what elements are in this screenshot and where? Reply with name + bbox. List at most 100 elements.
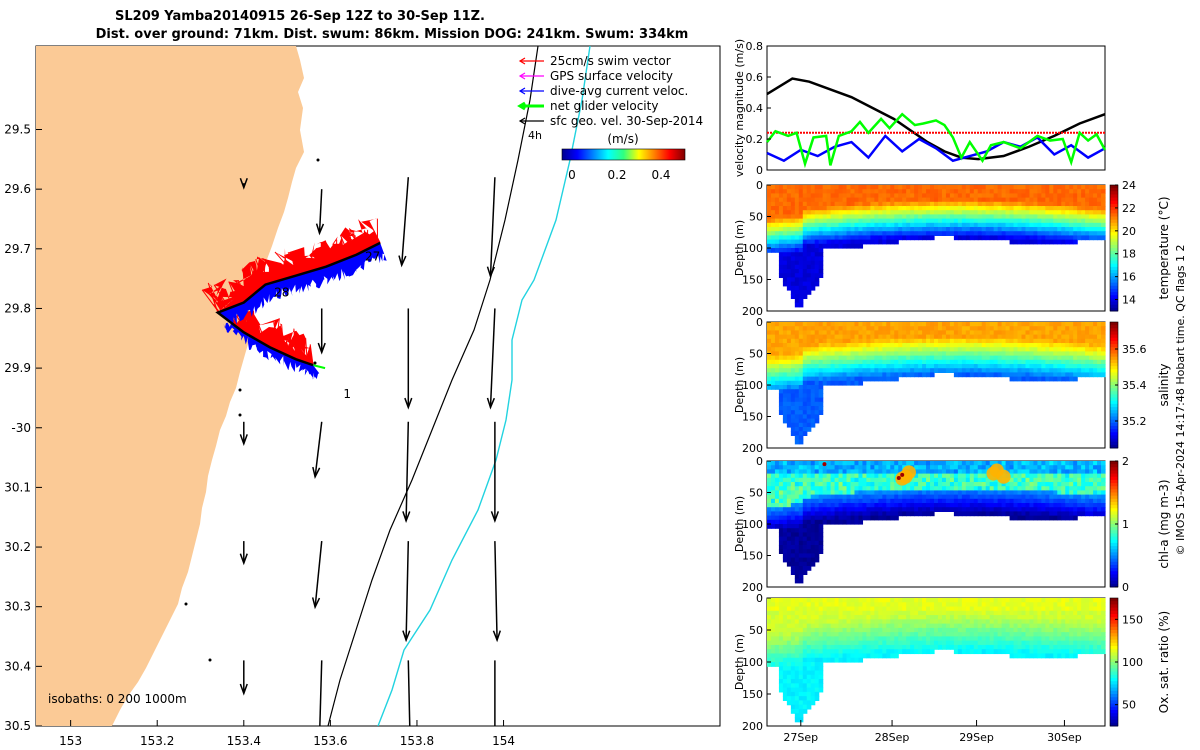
chlorophyll-cell (802, 461, 808, 466)
temperature-cell (1037, 239, 1042, 245)
oxygen-cell (858, 640, 864, 646)
oxygen-cell (806, 670, 812, 676)
salinity-cell (1029, 372, 1035, 378)
chlorophyll-cell (930, 494, 935, 500)
oxygen-cell (902, 602, 907, 608)
chlorophyll-cell (937, 494, 943, 500)
temperature-cell (993, 206, 999, 211)
temperature-cell (870, 197, 875, 203)
salinity-cell (806, 343, 812, 348)
salinity-cell (898, 368, 903, 373)
temperature-cell (1089, 201, 1094, 207)
chlorophyll-cell (1021, 473, 1027, 479)
salinity-cell (790, 410, 796, 415)
temperature-cell (906, 235, 911, 241)
temperature-cell (794, 294, 800, 299)
salinity-colorbar-step (1110, 441, 1118, 446)
salinity-cell (1097, 359, 1102, 365)
salinity-cell (822, 364, 828, 369)
salinity-cell (886, 376, 891, 382)
salinity-cell (802, 338, 808, 344)
salinity-cell (806, 334, 812, 340)
temperature-cell (1025, 206, 1031, 211)
chlorophyll-cell (822, 477, 828, 483)
temperature-cell (1097, 185, 1102, 190)
temperature-cell (782, 281, 788, 287)
temperature-cell (846, 210, 852, 215)
salinity-cell (969, 364, 975, 369)
temperature-cell (770, 197, 776, 203)
salinity-cell (941, 322, 947, 327)
oxygen-cell (798, 615, 804, 620)
map-y-tick-label: 30.1 (4, 480, 31, 494)
oxygen-cell (798, 606, 804, 612)
oxygen-cell (770, 644, 776, 650)
salinity-cell (806, 338, 812, 344)
temperature-cell (1013, 231, 1019, 236)
temperature-cell (822, 231, 828, 236)
temperature-cell (1085, 189, 1090, 194)
temperature-cell (846, 235, 852, 241)
salinity-cell (826, 376, 832, 382)
temperature-cell (806, 222, 812, 228)
chlorophyll-cell (985, 498, 991, 504)
salinity-cell (902, 364, 907, 369)
chlorophyll-cell (838, 469, 844, 475)
temperature-cell (910, 193, 915, 199)
salinity-colorbar-step (1110, 359, 1118, 364)
chlorophyll-cell (930, 477, 935, 483)
chlorophyll-cell (1101, 469, 1106, 475)
chlorophyll-cell (1029, 511, 1035, 517)
chlorophyll-cell (1077, 498, 1082, 504)
chlorophyll-cell (1073, 469, 1078, 475)
chlorophyll-cell (1001, 461, 1007, 466)
oxygen-cell (786, 679, 792, 684)
temperature-colorbar-step (1110, 270, 1118, 274)
temperature-cell (1033, 210, 1038, 215)
salinity-cell (1025, 372, 1031, 378)
salinity-cell (802, 406, 808, 411)
salinity-cell (1065, 334, 1070, 340)
oxygen-cell (806, 674, 812, 680)
salinity-cell (814, 364, 820, 369)
salinity-cell (767, 347, 772, 352)
oxygen-cell (886, 627, 891, 633)
oxygen-cell (814, 670, 820, 676)
salinity-colorbar-step (1110, 337, 1118, 342)
oxygen-cell (814, 606, 820, 612)
oxygen-cell (850, 657, 856, 663)
salinity-cell (1101, 338, 1106, 344)
temperature-cell (1101, 235, 1106, 241)
oxygen-cell (778, 679, 784, 684)
chlorophyll-cell (782, 465, 788, 470)
chlorophyll-cell (1101, 486, 1106, 491)
oxygen-cell (810, 623, 816, 629)
oxygen-cell (870, 649, 875, 655)
swim-vector-spikes (201, 218, 381, 370)
chlorophyll-cell (1069, 482, 1074, 487)
temperature-cell (767, 248, 772, 253)
salinity-cell (922, 347, 927, 352)
temperature-cell (866, 231, 871, 236)
chlorophyll-cell (818, 549, 824, 554)
oxygen-cell (770, 627, 776, 633)
oxygen-cell (790, 636, 796, 642)
salinity-cell (1065, 347, 1070, 352)
temperature-cell (890, 214, 895, 220)
temperature-cell (957, 222, 963, 228)
temperature-cell (814, 231, 820, 236)
chlorophyll-colorbar-tick-label: 1 (1122, 518, 1129, 531)
salinity-cell (1069, 334, 1074, 340)
chlorophyll-cell (1049, 469, 1054, 475)
oxygen-cell (846, 657, 852, 663)
temperature-cell (818, 243, 824, 249)
oxygen-cell (818, 657, 824, 663)
temperature-cell (846, 239, 852, 245)
chlorophyll-colorbar-tick-label: 2 (1122, 455, 1129, 468)
salinity-cell (957, 359, 963, 365)
salinity-cell (997, 355, 1003, 361)
temperature-cell (794, 273, 800, 278)
chlorophyll-cell (989, 486, 995, 491)
salinity-cell (981, 347, 987, 352)
temperature-cell (1001, 227, 1007, 232)
